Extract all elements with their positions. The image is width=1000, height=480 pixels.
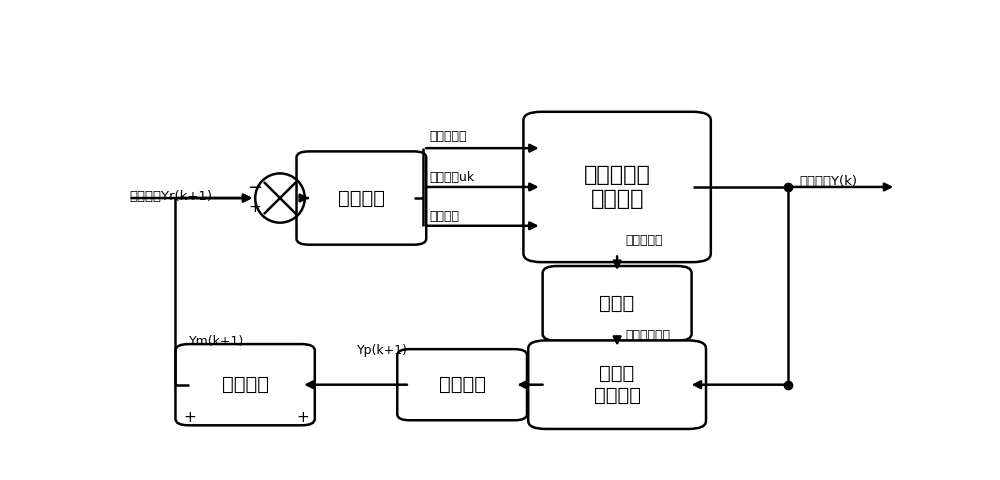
Text: 参考输入Yr(k+1): 参考输入Yr(k+1) xyxy=(129,190,212,203)
Text: +: + xyxy=(297,410,310,425)
Text: 实际温度Y(k): 实际温度Y(k) xyxy=(799,175,857,188)
Text: +: + xyxy=(248,200,261,215)
Text: Ym(k+1): Ym(k+1) xyxy=(189,335,245,348)
Text: 滚动优化: 滚动优化 xyxy=(338,189,385,207)
FancyBboxPatch shape xyxy=(523,112,711,262)
Text: 反馈校正: 反馈校正 xyxy=(222,375,269,394)
FancyBboxPatch shape xyxy=(397,349,527,420)
Text: Yp(k+1): Yp(k+1) xyxy=(357,344,408,357)
Text: 线性化
状态空间: 线性化 状态空间 xyxy=(594,364,641,405)
FancyBboxPatch shape xyxy=(297,151,426,245)
FancyBboxPatch shape xyxy=(175,344,315,425)
Text: 控制变量uk: 控制变量uk xyxy=(430,171,475,184)
Text: 阴极开放式
燃料电池: 阴极开放式 燃料电池 xyxy=(584,165,651,209)
FancyBboxPatch shape xyxy=(528,340,706,429)
Text: 不可测干扰: 不可测干扰 xyxy=(430,130,467,143)
Text: 模型预测: 模型预测 xyxy=(439,375,486,394)
Text: +: + xyxy=(183,410,196,425)
Text: 可测干扰: 可测干扰 xyxy=(430,210,460,223)
Text: −: − xyxy=(247,179,262,197)
FancyBboxPatch shape xyxy=(543,266,692,341)
Text: 热模型: 热模型 xyxy=(600,294,635,313)
Text: 热力学建模: 热力学建模 xyxy=(625,234,662,247)
Text: 泰勒公式展开: 泰勒公式展开 xyxy=(625,329,670,342)
